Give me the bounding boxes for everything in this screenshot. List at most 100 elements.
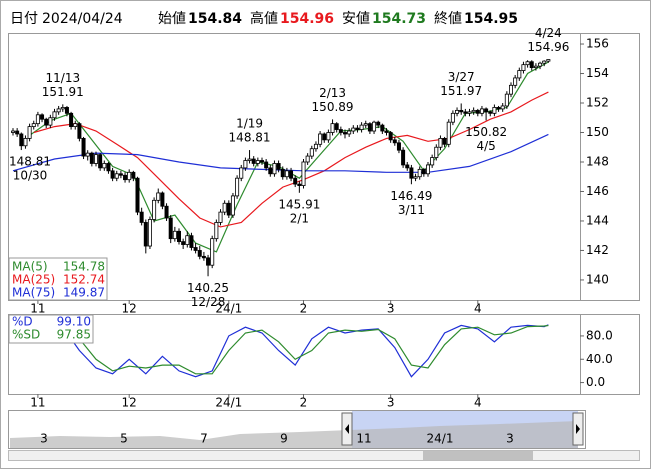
candle-body [293,177,298,185]
candle-body [334,123,339,130]
candle-body [89,152,94,164]
annotation-date: 2/1 [290,211,309,225]
candle-body [64,107,69,114]
candle-body [363,123,368,126]
annotation-value: 148.81 [9,155,51,169]
candle-body [463,111,468,114]
annotation-value: 150.82 [465,125,507,139]
candle-body [19,133,24,147]
candle-body [135,177,140,213]
candle-body [81,137,86,157]
navigator-label: 7 [200,432,208,446]
candle-body [297,183,302,186]
candle-body [193,247,198,251]
navigator-area [10,421,578,448]
candle-body [392,139,397,144]
candle-body [367,123,372,132]
line-series [33,91,549,228]
x-tick-label: 24/1 [215,396,242,410]
x-tick-label: 12 [122,302,137,316]
y-tick-label: 156 [586,37,609,51]
legend-name: MA(5) [12,260,48,274]
annotation-date: 2/13 [319,86,346,100]
annotation-date: 3/11 [398,203,425,217]
candle-body [425,164,430,175]
candle-body [388,132,393,141]
header-label: 高値 [250,10,278,27]
candle-body [31,123,36,127]
candle-body [98,154,103,169]
candle-body [176,230,181,243]
candle-body [10,130,15,133]
handle-arrow [576,424,580,434]
line-series [12,324,549,375]
header-label: 安値 [342,11,370,27]
candle-body [322,133,327,141]
candle-body [355,127,360,130]
scroll-thumb[interactable] [423,451,533,460]
candle-body [330,123,335,133]
candle-body [259,160,264,163]
candle-body [347,130,352,135]
candle-body [342,132,347,135]
candle-body [268,167,273,175]
candle-body [35,114,40,125]
candle-body [417,168,422,178]
header-high: 154.96 [280,11,334,27]
legend-value: 99.10 [57,315,91,329]
candle-body [276,163,281,170]
candle-body [380,124,385,132]
candle-body [127,171,132,181]
annotation-date: 4/5 [476,139,495,153]
candle-body [525,61,530,66]
candle-body [214,222,219,240]
candle-body [484,108,489,113]
candle-body [326,132,331,141]
x-tick-label: 3 [387,302,395,316]
navigator-label: 3 [506,432,514,446]
candle-body [255,160,260,164]
candle-body [189,235,194,248]
candle-body [405,164,410,169]
annotation-date: 11/13 [46,71,81,85]
annotation-date: 3/27 [448,70,475,84]
candle-body [247,158,252,161]
scrollbar[interactable] [8,450,640,461]
candle-body [446,121,451,145]
candle-body [197,250,202,257]
candle-body [455,109,460,114]
candle-body [156,192,161,201]
candle-body [210,238,215,266]
x-tick-label: 11 [30,396,45,410]
y-tick-label: 152 [586,96,609,110]
candle-body [442,137,447,145]
candle-body [40,114,45,120]
candle-body [235,177,240,197]
annotation-value: 146.49 [390,189,432,203]
candle-body [114,173,119,179]
candle-body [168,217,173,240]
candle-body [23,137,28,147]
legend-value: 154.78 [63,260,105,274]
legend-value: 149.87 [63,286,105,300]
candle-body [56,108,61,113]
candle-body [305,155,310,163]
legend-name: %D [12,315,33,329]
candle-body [488,111,493,114]
candle-body [376,121,381,126]
candle-body [284,170,289,178]
candle-body [44,118,49,126]
candle-body [546,59,551,62]
candle-body [131,171,136,179]
candle-body [264,161,269,169]
annotation-date: 10/30 [13,169,48,183]
candle-body [479,108,484,114]
legend-value: 152.74 [63,273,105,287]
candle-body [504,93,509,107]
candle-body [69,112,74,127]
candle-body [359,124,364,130]
navigator-label: 9 [280,432,288,446]
legend-box [8,314,94,344]
candle-body [413,176,418,179]
